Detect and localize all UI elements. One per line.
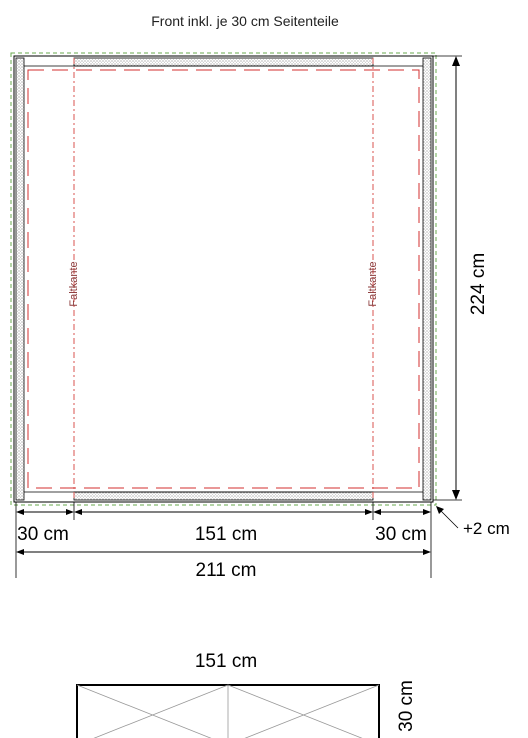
- seg-center-arrow-a: [74, 509, 82, 515]
- seg-right-arrow-b: [423, 509, 431, 515]
- fold-label-right: Faltkante: [367, 261, 379, 306]
- detail-diagonal-2: [93, 684, 229, 738]
- allowance-outline: [10, 52, 437, 506]
- height-arrow-top: [452, 56, 460, 66]
- left-edge-strip: [15, 57, 25, 501]
- detail-diagonal-1: [76, 684, 212, 738]
- left-panel-label: 30 cm: [17, 524, 69, 545]
- total-width-label: 211 cm: [196, 560, 257, 581]
- height-label: 224 cm: [468, 253, 489, 315]
- allowance-label: +2 cm: [463, 519, 510, 538]
- detail-diagonal-4: [244, 684, 380, 738]
- fold-label-left: Faltkante: [68, 261, 80, 306]
- bottom-edge-strip: [73, 491, 374, 501]
- right-panel-label: 30 cm: [375, 524, 427, 545]
- detail-height-label: 30 cm: [396, 680, 417, 732]
- front-outline: [13, 55, 434, 503]
- drawing-title: Front inkl. je 30 cm Seitenteile: [151, 13, 339, 29]
- total-arrow-left: [16, 549, 24, 555]
- total-arrow-right: [423, 549, 431, 555]
- allowance-leader-arrow: [436, 506, 444, 514]
- cut-line: [27, 69, 420, 489]
- seg-left-arrow-a: [16, 509, 24, 515]
- center-label: 151 cm: [195, 524, 257, 545]
- top-edge-strip: [73, 57, 374, 67]
- seg-center-arrow-b: [365, 509, 373, 515]
- seg-left-arrow-b: [66, 509, 74, 515]
- height-arrow-bottom: [452, 490, 460, 500]
- detail-diagonal-3: [227, 684, 363, 738]
- seg-right-arrow-a: [373, 509, 381, 515]
- right-edge-strip: [422, 57, 432, 501]
- detail-width-label: 151 cm: [195, 651, 257, 672]
